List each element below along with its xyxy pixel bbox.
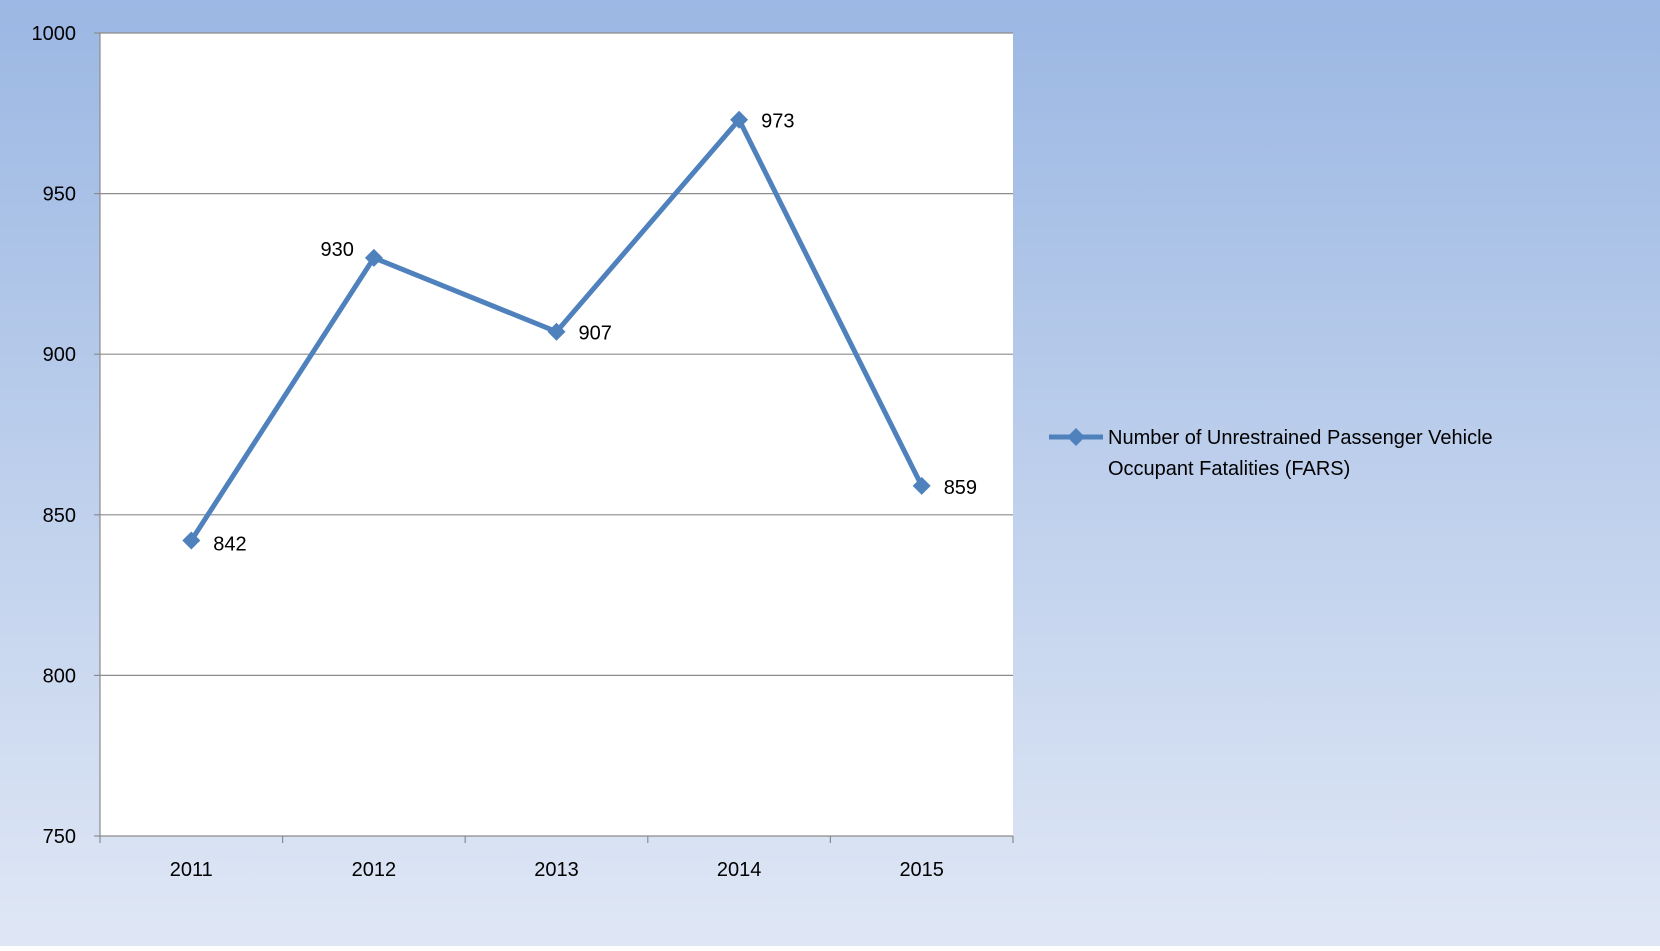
x-tick-label: 2014 — [717, 859, 762, 881]
axes: 750 800 850 900 950 1000 2011 2012 2013 2014 2015 — [32, 23, 1014, 881]
data-label: 842 — [213, 533, 246, 555]
y-tick-label: 750 — [43, 826, 76, 848]
data-point-marker — [547, 322, 566, 341]
legend: Number of Unrestrained Passenger Vehicle… — [1049, 427, 1493, 480]
data-label: 859 — [944, 477, 977, 499]
series: 842 930 907 973 859 — [182, 110, 977, 555]
plot-area — [100, 33, 1013, 836]
data-point-marker — [364, 248, 383, 267]
data-point-marker — [182, 531, 201, 550]
x-tick-label: 2013 — [534, 859, 579, 881]
data-label: 907 — [579, 323, 612, 345]
gridlines — [100, 32, 1013, 677]
y-tick-label: 900 — [43, 344, 76, 366]
data-label: 930 — [321, 239, 354, 261]
legend-label: Number of Unrestrained Passenger Vehicle — [1108, 427, 1493, 449]
data-point-marker — [730, 110, 749, 129]
y-tick-label: 800 — [43, 665, 76, 687]
y-tick-label: 850 — [43, 505, 76, 527]
data-label: 973 — [761, 111, 794, 133]
legend-marker-swatch — [1067, 428, 1085, 446]
data-point-marker — [912, 476, 931, 495]
y-tick-label: 1000 — [32, 23, 77, 45]
legend-label: Occupant Fatalities (FARS) — [1108, 458, 1350, 480]
x-tick-label: 2012 — [352, 859, 397, 881]
x-tick-label: 2015 — [899, 859, 944, 881]
x-tick-label: 2011 — [170, 859, 213, 881]
y-tick-label: 950 — [43, 184, 76, 206]
